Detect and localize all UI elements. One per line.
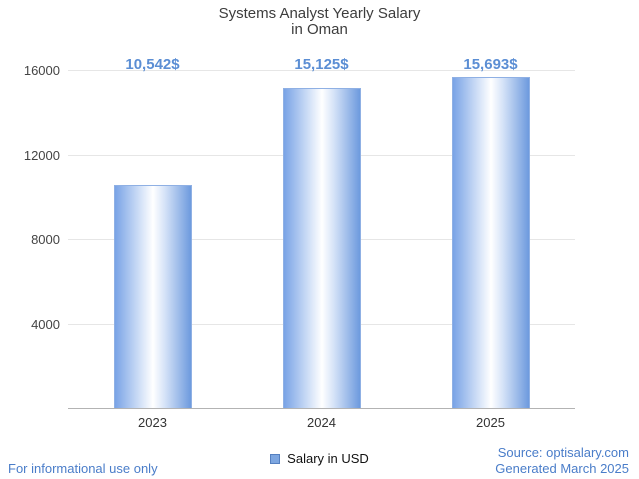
chart-title-line1: Systems Analyst Yearly Salary [218, 5, 421, 22]
legend-label: Salary in USD [287, 451, 369, 466]
bar-2023 [113, 185, 192, 408]
gridline-16000 [68, 70, 575, 71]
legend-swatch-icon [270, 453, 281, 464]
chart-title-line2: in Oman [291, 21, 348, 38]
chart-title: Systems Analyst Yearly Salary in Oman [0, 6, 639, 38]
generated-text: Generated March 2025 [495, 461, 629, 476]
y-tick-label-8000: 8000 [31, 232, 60, 247]
plot-area [68, 70, 575, 409]
x-tick-label-2023: 2023 [138, 415, 167, 430]
y-tick-label-16000: 16000 [23, 63, 60, 78]
y-tick-label-12000: 12000 [23, 147, 60, 163]
bar-2024 [282, 88, 361, 408]
source-text: Source: optisalary.com [497, 445, 629, 460]
x-tick-label-2025: 2025 [476, 415, 505, 430]
value-label-2024: 15,125$ [294, 56, 349, 73]
x-tick-label-2024: 2024 [307, 415, 336, 430]
source-attribution: Source: optisalary.com Generated March 2… [495, 445, 629, 477]
legend: Salary in USD [0, 451, 639, 466]
y-tick-label-4000: 4000 [31, 316, 60, 332]
bar-2025 [451, 76, 530, 408]
value-label-2023: 10,542$ [125, 56, 180, 73]
disclaimer-text: For informational use only [8, 461, 158, 476]
value-label-2025: 15,693$ [463, 56, 518, 73]
